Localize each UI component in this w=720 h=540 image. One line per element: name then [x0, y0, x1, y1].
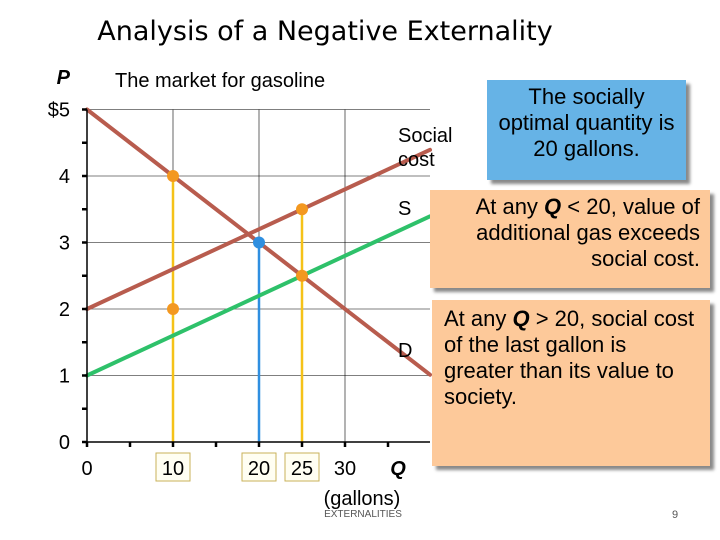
page-number: 9: [671, 509, 679, 521]
footer-label: EXTERNALITIES: [324, 509, 402, 520]
data-points: [167, 170, 308, 315]
x-tick-label: 10: [162, 458, 184, 480]
above-optimum-text: > 20, social cost of the last gallon is …: [444, 306, 695, 409]
x-tick-label: 20: [248, 458, 270, 480]
chart-labels: 0 1 2 3 4 $5 0 10 20 25 30 P Q (gallons) The market fo…: [48, 67, 453, 510]
x-tick-label-box: [241, 452, 277, 482]
optimal-quantity-text: The socially optimal quantity is 20 gall…: [498, 84, 675, 161]
optimum-point: [253, 236, 265, 249]
x-tick-label-box: [284, 452, 320, 482]
y-tick-label: 4: [59, 166, 70, 188]
x-tick-label: 25: [291, 458, 313, 480]
data-point: [296, 269, 308, 282]
slide-title: Analysis of a Negative Externality: [97, 16, 553, 47]
x-tick-label: 30: [334, 458, 356, 480]
data-point: [167, 170, 179, 182]
y-tick-label: $5: [48, 100, 70, 122]
data-point: [167, 303, 179, 315]
y-tick-label: 0: [59, 432, 70, 454]
below-optimum-callout: At any Q < 20, value of additional gas e…: [430, 190, 710, 288]
above-optimum-q: Q: [512, 306, 530, 331]
x-axis-unit-label: (gallons): [324, 488, 401, 510]
y-tick-label: 3: [59, 233, 70, 255]
chart-title: The market for gasoline: [115, 70, 325, 92]
x-tick-label: 0: [81, 458, 92, 480]
below-optimum-text: < 20, value of additional gas exceeds so…: [476, 194, 700, 271]
above-optimum-callout: At any Q > 20, social cost of the last g…: [432, 300, 710, 466]
curve-label-demand: D: [398, 340, 412, 362]
y-tick-label: 2: [59, 299, 70, 321]
axes: [82, 108, 430, 447]
data-point: [296, 203, 308, 216]
y-tick-label: 1: [59, 366, 70, 388]
below-optimum-q: Q: [544, 194, 562, 219]
above-optimum-prefix: At any: [444, 306, 513, 331]
curve-s: [85, 214, 432, 378]
x-tick-label-box: [155, 452, 191, 482]
curve-label-social-cost-line2: cost: [398, 149, 435, 171]
below-optimum-prefix: At any: [475, 194, 545, 219]
curve-label-supply: S: [398, 198, 411, 220]
y-axis-label: P: [57, 67, 71, 89]
x-axis-label: Q: [390, 458, 406, 480]
curve-label-social-cost: Social: [398, 125, 452, 147]
curve-social-cost: [85, 147, 432, 311]
optimal-quantity-callout: The socially optimal quantity is 20 gall…: [487, 80, 686, 180]
